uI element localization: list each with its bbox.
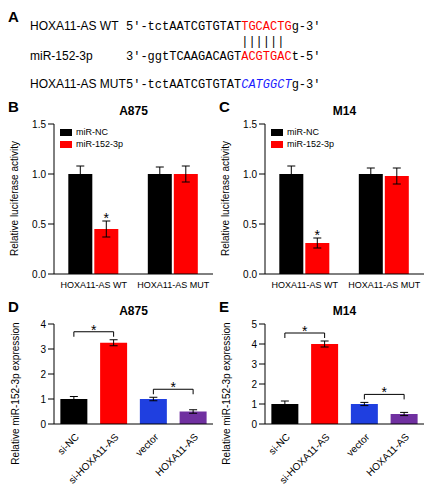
svg-text:||||||: ||||||: [241, 35, 284, 49]
html-text:E: E: [219, 298, 229, 315]
svg-text:HOXA11-AS WT: HOXA11-AS WT: [30, 19, 119, 33]
svg-text:1: 1: [40, 394, 46, 405]
svg-text:HOXA11-AS WT: HOXA11-AS WT: [272, 280, 339, 290]
svg-text:4: 4: [40, 319, 46, 330]
svg-text:HOXA11-AS: HOXA11-AS: [364, 431, 411, 478]
svg-text:*: *: [315, 227, 321, 243]
svg-text:2: 2: [40, 369, 46, 380]
svg-text:5: 5: [251, 319, 257, 330]
svg-text:HOXA11-AS MUT: HOXA11-AS MUT: [30, 77, 126, 91]
svg-text:*: *: [171, 379, 177, 395]
html-text:Relative miR-152-3p expression: Relative miR-152-3p expression: [9, 321, 21, 465]
html-text:M14: M14: [332, 304, 357, 318]
svg-text:1.0: 1.0: [32, 169, 46, 180]
html-text:A875: A875: [119, 304, 148, 318]
svg-text:3: 3: [251, 359, 257, 370]
svg-text:HOXA11-AS MUT: HOXA11-AS MUT: [137, 280, 209, 290]
svg-text:si-NC: si-NC: [55, 431, 80, 456]
html-text:C: C: [219, 98, 230, 115]
html-text:Relative luciferase activity: Relative luciferase activity: [9, 140, 21, 256]
svg-text:1.5: 1.5: [32, 119, 46, 130]
svg-text:3'-ggtTCAAGACAGTACGTGACt-5': 3'-ggtTCAAGACAGTACGTGACt-5': [126, 50, 320, 64]
html-text:B: B: [8, 98, 19, 115]
svg-text:1.5: 1.5: [243, 119, 257, 130]
html-text:miR-NC: miR-NC: [287, 127, 319, 137]
html-text:Relative luciferase activity: Relative luciferase activity: [220, 140, 232, 256]
svg-text:1: 1: [251, 399, 257, 410]
html-text:A875: A875: [119, 104, 148, 118]
html-text:miR-152-3p: miR-152-3p: [76, 139, 123, 149]
html-text:D: D: [8, 298, 19, 315]
svg-text:4: 4: [251, 339, 257, 350]
svg-text:5'-tctAATCGTGTATCATGGCTg-3': 5'-tctAATCGTGTATCATGGCTg-3': [126, 78, 320, 92]
svg-text:HOXA11-AS: HOXA11-AS: [153, 431, 200, 478]
svg-text:0: 0: [251, 419, 257, 430]
svg-text:*: *: [104, 210, 110, 226]
html-text:M14: M14: [332, 104, 357, 118]
svg-text:3: 3: [40, 344, 46, 355]
svg-text:vector: vector: [344, 431, 372, 459]
svg-text:si-HOXA11-AS: si-HOXA11-AS: [66, 431, 121, 486]
html-text:miR-152-3p: miR-152-3p: [287, 139, 334, 149]
svg-text:0.5: 0.5: [32, 219, 46, 230]
svg-text:*: *: [382, 384, 388, 400]
svg-text:si-HOXA11-AS: si-HOXA11-AS: [277, 431, 332, 486]
svg-text:0.0: 0.0: [32, 269, 46, 280]
svg-text:si-NC: si-NC: [266, 431, 291, 456]
svg-text:A: A: [8, 8, 19, 25]
svg-text:2: 2: [251, 379, 257, 390]
svg-text:*: *: [91, 322, 97, 338]
html-text:miR-NC: miR-NC: [76, 127, 108, 137]
svg-text:0: 0: [40, 419, 46, 430]
svg-text:*: *: [302, 323, 308, 339]
svg-text:5'-tctAATCGTGTATTGCACTGg-3': 5'-tctAATCGTGTATTGCACTGg-3': [126, 20, 320, 34]
svg-text:0.5: 0.5: [243, 219, 257, 230]
svg-text:0.0: 0.0: [243, 269, 257, 280]
svg-text:1.0: 1.0: [243, 169, 257, 180]
html-text:Relative miR-152-3p expression: Relative miR-152-3p expression: [220, 321, 232, 465]
svg-text:miR-152-3p: miR-152-3p: [30, 49, 93, 63]
svg-text:vector: vector: [133, 431, 161, 459]
svg-text:HOXA11-AS WT: HOXA11-AS WT: [61, 280, 128, 290]
svg-text:HOXA11-AS MUT: HOXA11-AS MUT: [348, 280, 420, 290]
